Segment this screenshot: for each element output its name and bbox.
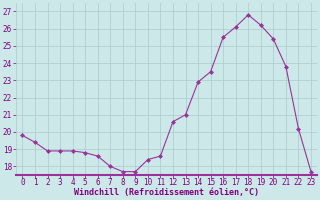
X-axis label: Windchill (Refroidissement éolien,°C): Windchill (Refroidissement éolien,°C): [74, 188, 259, 197]
